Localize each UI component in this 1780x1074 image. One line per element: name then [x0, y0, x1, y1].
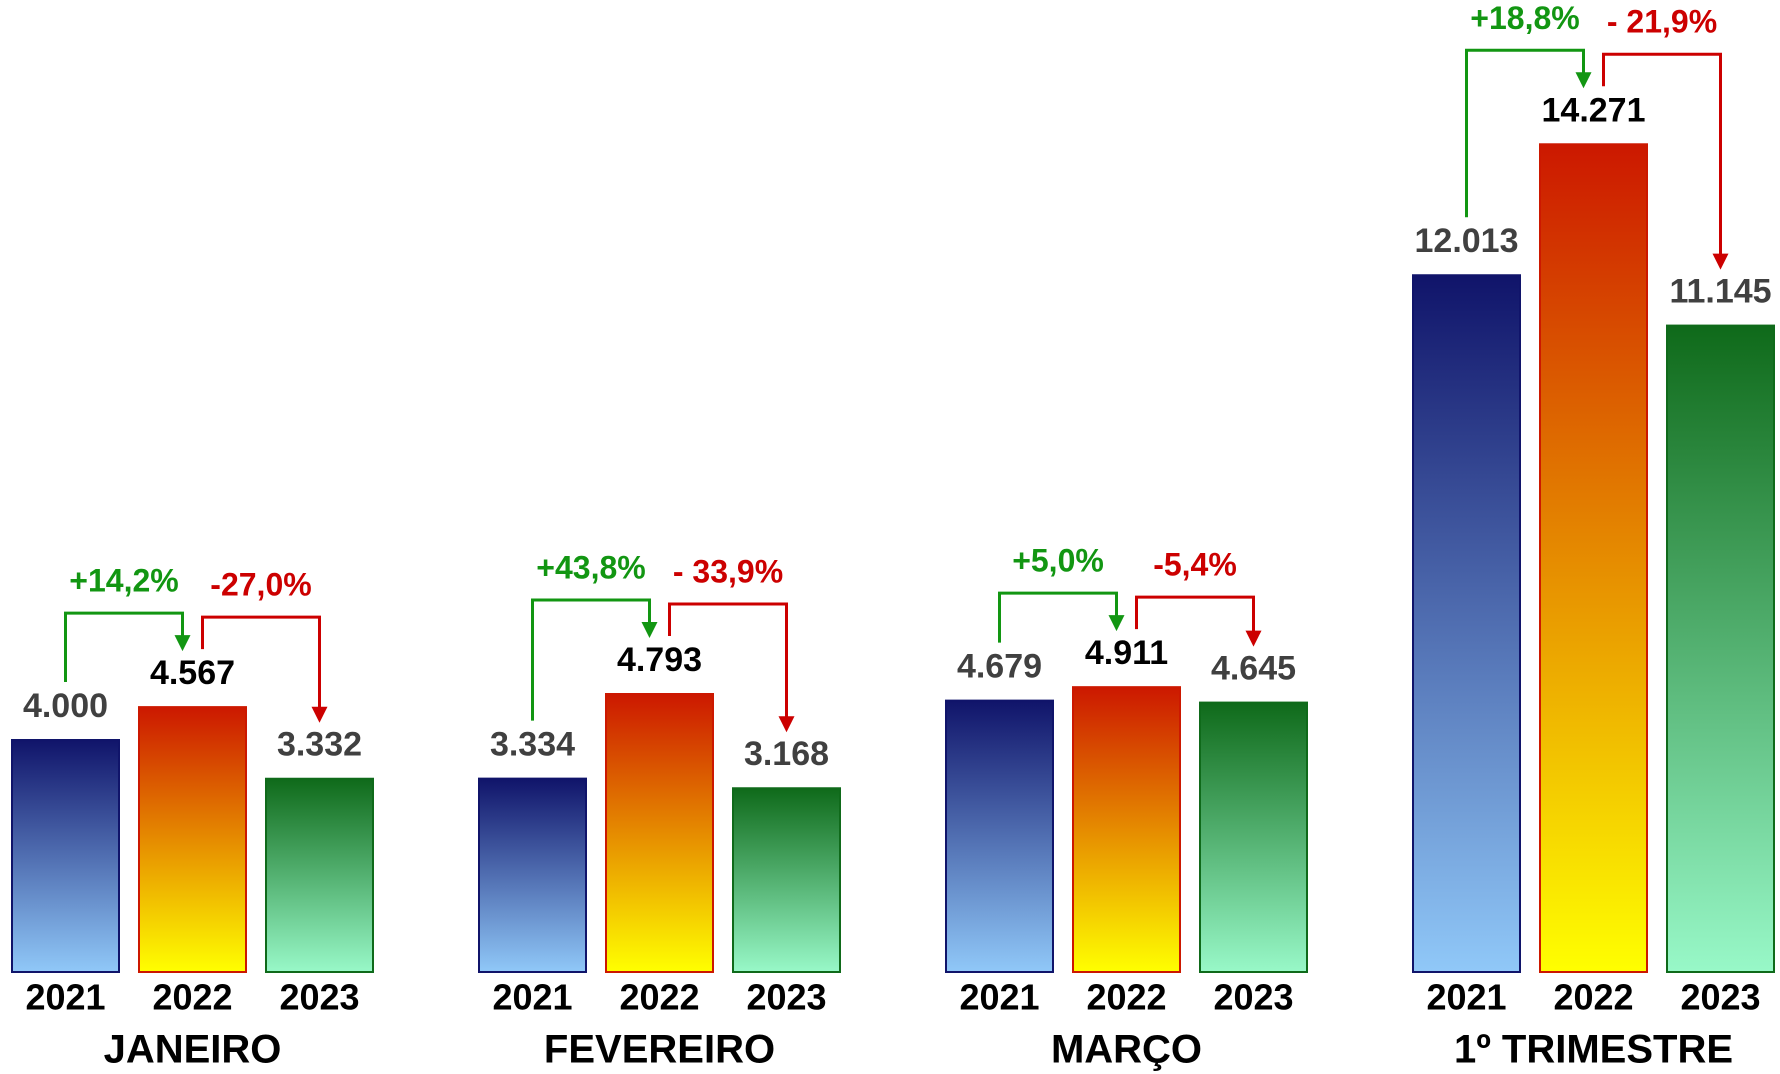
- year-label: 2021: [25, 977, 105, 1018]
- bar: [1412, 274, 1521, 974]
- change-bracket: [668, 602, 788, 719]
- arrow-head: [1575, 72, 1592, 89]
- bar: [605, 693, 714, 973]
- bar: [265, 777, 374, 974]
- change-bracket: [1602, 52, 1722, 256]
- bar: [1666, 324, 1775, 973]
- change-label: +14,2%: [69, 563, 178, 599]
- value-label: 3.334: [490, 726, 575, 764]
- year-label: 2023: [1213, 977, 1293, 1018]
- value-label: 14.271: [1542, 91, 1646, 129]
- year-label: 2023: [279, 977, 359, 1018]
- change-bracket: [1465, 48, 1585, 218]
- bar: [138, 706, 247, 973]
- bar: [1072, 686, 1181, 973]
- value-label: 4.911: [1085, 634, 1168, 672]
- bar: [1199, 701, 1308, 974]
- category-label: 1º TRIMESTRE: [1454, 1028, 1733, 1072]
- change-label: +18,8%: [1470, 0, 1579, 36]
- year-label: 2023: [746, 977, 826, 1018]
- bar: [1539, 143, 1648, 974]
- year-label: 2022: [619, 977, 699, 1018]
- change-label: -27,0%: [210, 567, 311, 603]
- category-label: JANEIRO: [104, 1028, 282, 1072]
- arrow-head: [1108, 615, 1125, 632]
- year-label: 2023: [1680, 977, 1760, 1018]
- bar: [945, 699, 1054, 973]
- arrow-head: [1712, 253, 1729, 270]
- year-label: 2021: [959, 977, 1039, 1018]
- value-label: 4.567: [150, 654, 235, 692]
- change-label: -5,4%: [1153, 547, 1237, 583]
- arrow-head: [1245, 630, 1262, 647]
- change-bracket: [201, 615, 321, 709]
- value-label: 11.145: [1669, 273, 1771, 311]
- change-label: +43,8%: [536, 549, 645, 585]
- category-label: MARÇO: [1051, 1028, 1202, 1072]
- year-label: 2021: [492, 977, 572, 1018]
- year-label: 2022: [1553, 977, 1633, 1018]
- value-label: 3.168: [744, 735, 829, 773]
- value-label: 3.332: [277, 726, 362, 764]
- change-label: - 21,9%: [1607, 4, 1717, 40]
- value-label: 4.000: [23, 687, 108, 725]
- year-label: 2022: [1086, 977, 1166, 1018]
- year-label: 2022: [152, 977, 232, 1018]
- value-label: 4.645: [1211, 650, 1296, 688]
- arrow-head: [641, 622, 658, 639]
- bar: [732, 787, 841, 973]
- year-label: 2021: [1426, 977, 1506, 1018]
- bar: [478, 777, 587, 973]
- bar: [11, 739, 120, 973]
- change-label: +5,0%: [1012, 543, 1104, 579]
- arrow-head: [311, 706, 328, 723]
- change-label: - 33,9%: [673, 553, 783, 589]
- change-bracket: [1135, 595, 1255, 633]
- value-label: 12.013: [1415, 222, 1519, 260]
- arrow-head: [174, 635, 191, 652]
- arrow-head: [778, 716, 795, 733]
- value-label: 4.793: [617, 641, 702, 679]
- change-bracket: [998, 591, 1118, 643]
- value-label: 4.679: [957, 648, 1042, 686]
- change-bracket: [531, 598, 651, 721]
- category-label: FEVEREIRO: [544, 1028, 775, 1072]
- change-bracket: [64, 611, 184, 682]
